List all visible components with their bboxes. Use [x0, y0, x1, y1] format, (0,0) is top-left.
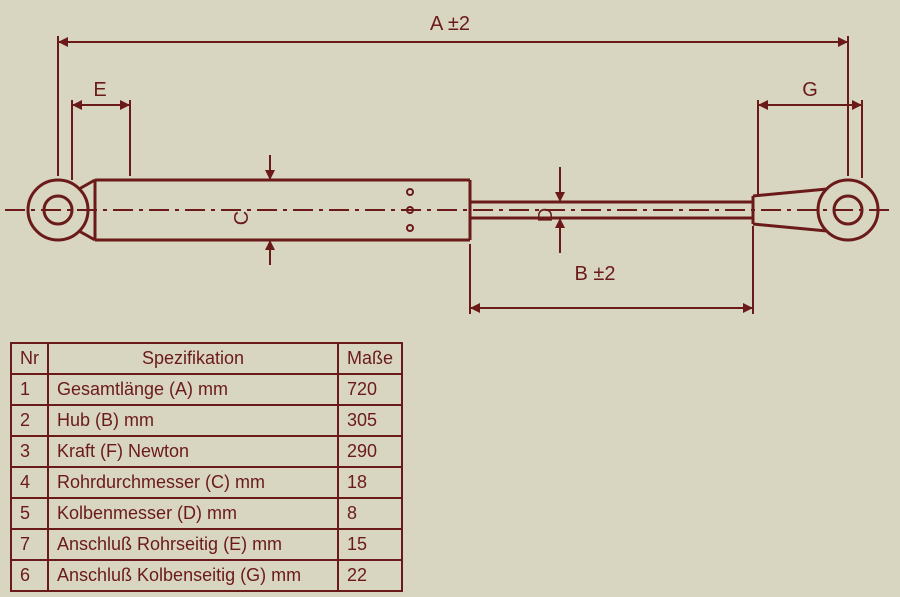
cell-val: 720 [338, 374, 402, 405]
svg-text:B ±2: B ±2 [575, 263, 616, 285]
cell-spec: Gesamtlänge (A) mm [48, 374, 338, 405]
cell-spec: Kolbenmesser (D) mm [48, 498, 338, 529]
cell-nr: 4 [11, 467, 48, 498]
table-row: 5Kolbenmesser (D) mm8 [11, 498, 402, 529]
table-row: 4Rohrdurchmesser (C) mm18 [11, 467, 402, 498]
cell-val: 18 [338, 467, 402, 498]
cell-val: 305 [338, 405, 402, 436]
svg-text:C: C [231, 211, 253, 225]
table-row: 1Gesamtlänge (A) mm720 [11, 374, 402, 405]
technical-drawing: A ±2 E G B ±2 C D [0, 0, 900, 340]
svg-text:D: D [535, 208, 557, 222]
table-row: 6Anschluß Kolbenseitig (G) mm22 [11, 560, 402, 591]
cell-spec: Anschluß Kolbenseitig (G) mm [48, 560, 338, 591]
header-nr: Nr [11, 343, 48, 374]
table-row: 7Anschluß Rohrseitig (E) mm15 [11, 529, 402, 560]
cell-nr: 2 [11, 405, 48, 436]
svg-text:A ±2: A ±2 [430, 13, 470, 35]
cell-spec: Kraft (F) Newton [48, 436, 338, 467]
cell-val: 8 [338, 498, 402, 529]
cell-val: 22 [338, 560, 402, 591]
cell-nr: 7 [11, 529, 48, 560]
drawing-svg: A ±2 E G B ±2 C D [0, 0, 900, 340]
cell-val: 15 [338, 529, 402, 560]
header-spec: Spezifikation [48, 343, 338, 374]
header-val: Maße [338, 343, 402, 374]
cell-spec: Anschluß Rohrseitig (E) mm [48, 529, 338, 560]
specification-table: Nr Spezifikation Maße 1Gesamtlänge (A) m… [10, 342, 403, 592]
cell-val: 290 [338, 436, 402, 467]
cell-nr: 6 [11, 560, 48, 591]
table-row: 2Hub (B) mm305 [11, 405, 402, 436]
svg-text:G: G [802, 79, 818, 101]
cell-nr: 5 [11, 498, 48, 529]
cell-nr: 3 [11, 436, 48, 467]
cell-spec: Rohrdurchmesser (C) mm [48, 467, 338, 498]
table-row: 3Kraft (F) Newton290 [11, 436, 402, 467]
cell-spec: Hub (B) mm [48, 405, 338, 436]
svg-text:E: E [93, 79, 106, 101]
table-header-row: Nr Spezifikation Maße [11, 343, 402, 374]
cell-nr: 1 [11, 374, 48, 405]
